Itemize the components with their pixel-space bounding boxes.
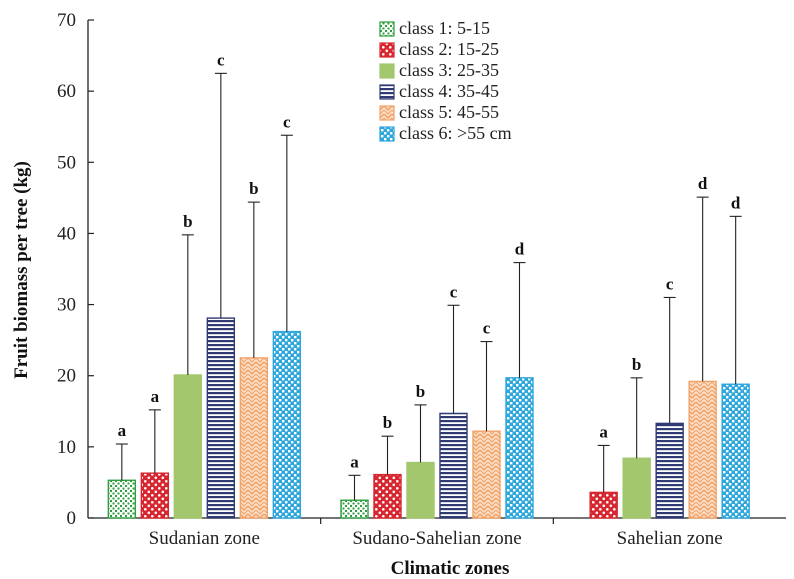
bar-1-2	[340, 499, 369, 519]
x-tick-label: Sudano-Sahelian zone	[352, 528, 521, 549]
significance-letter: b	[183, 212, 192, 231]
y-tick-label: 50	[57, 152, 76, 173]
significance-letter: b	[383, 413, 392, 432]
significance-letter: d	[515, 240, 525, 259]
bar-4-1	[206, 317, 236, 519]
bar-3-2	[406, 461, 435, 519]
legend-label: class 6: >55 cm	[399, 123, 512, 143]
legend-label: class 3: 25-35	[399, 60, 499, 80]
legend-swatch	[379, 105, 395, 121]
significance-letter: a	[350, 452, 359, 471]
x-tick-label: Sudanian zone	[149, 528, 260, 549]
legend-label: class 4: 35-45	[399, 81, 499, 101]
bar-5-3	[688, 380, 717, 519]
bar-3-1	[173, 374, 203, 519]
legend-swatch	[379, 84, 395, 100]
bar-2-2	[373, 473, 402, 519]
legend-swatch	[379, 126, 395, 142]
significance-letter: c	[483, 319, 491, 338]
legend-swatch	[379, 63, 395, 79]
bar-4-3	[655, 422, 684, 519]
significance-letter: b	[632, 355, 641, 374]
significance-letter: a	[599, 422, 608, 441]
bar-6-2	[505, 377, 534, 519]
bar-6-1	[272, 330, 302, 519]
bar-2-1	[140, 472, 170, 519]
bar-6-3	[721, 383, 750, 519]
significance-letter: c	[283, 112, 291, 131]
plot-area: 0 10 20 30 40 50 60 70 a a b c b c Sudanian zone a b b c c d…	[57, 10, 786, 549]
y-axis-title: Fruit biomass per tree (kg)	[11, 161, 32, 379]
y-tick-label: 0	[67, 508, 77, 529]
bar-5-1	[239, 357, 269, 519]
significance-letter: d	[698, 174, 708, 193]
significance-letter: b	[249, 179, 258, 198]
y-tick-label: 10	[57, 437, 76, 458]
bar-2-3	[589, 491, 618, 519]
legend-label: class 2: 15-25	[399, 39, 499, 59]
legend-swatch	[379, 42, 395, 58]
y-tick-label: 20	[57, 366, 76, 387]
bar-4-2	[439, 412, 468, 519]
y-axis-title-group: Fruit biomass per tree (kg)	[11, 161, 32, 379]
significance-letter: c	[217, 50, 225, 69]
y-tick-label: 40	[57, 223, 76, 244]
legend-label: class 1: 5-15	[399, 18, 490, 38]
bar-3-3	[622, 457, 651, 519]
bar-1-1	[107, 479, 137, 519]
significance-letter: c	[666, 274, 674, 293]
y-tick-label: 70	[57, 10, 76, 31]
bar-5-2	[472, 430, 501, 519]
significance-letter: d	[731, 193, 741, 212]
legend-swatch	[379, 21, 395, 37]
significance-letter: c	[450, 282, 458, 301]
significance-letter: a	[151, 387, 160, 406]
x-tick-label: Sahelian zone	[617, 528, 723, 549]
legend-label: class 5: 45-55	[399, 102, 499, 122]
y-tick-label: 60	[57, 81, 76, 102]
significance-letter: b	[416, 382, 425, 401]
y-tick-label: 30	[57, 295, 76, 316]
significance-letter: a	[118, 421, 127, 440]
x-axis-title: Climatic zones	[391, 558, 510, 579]
